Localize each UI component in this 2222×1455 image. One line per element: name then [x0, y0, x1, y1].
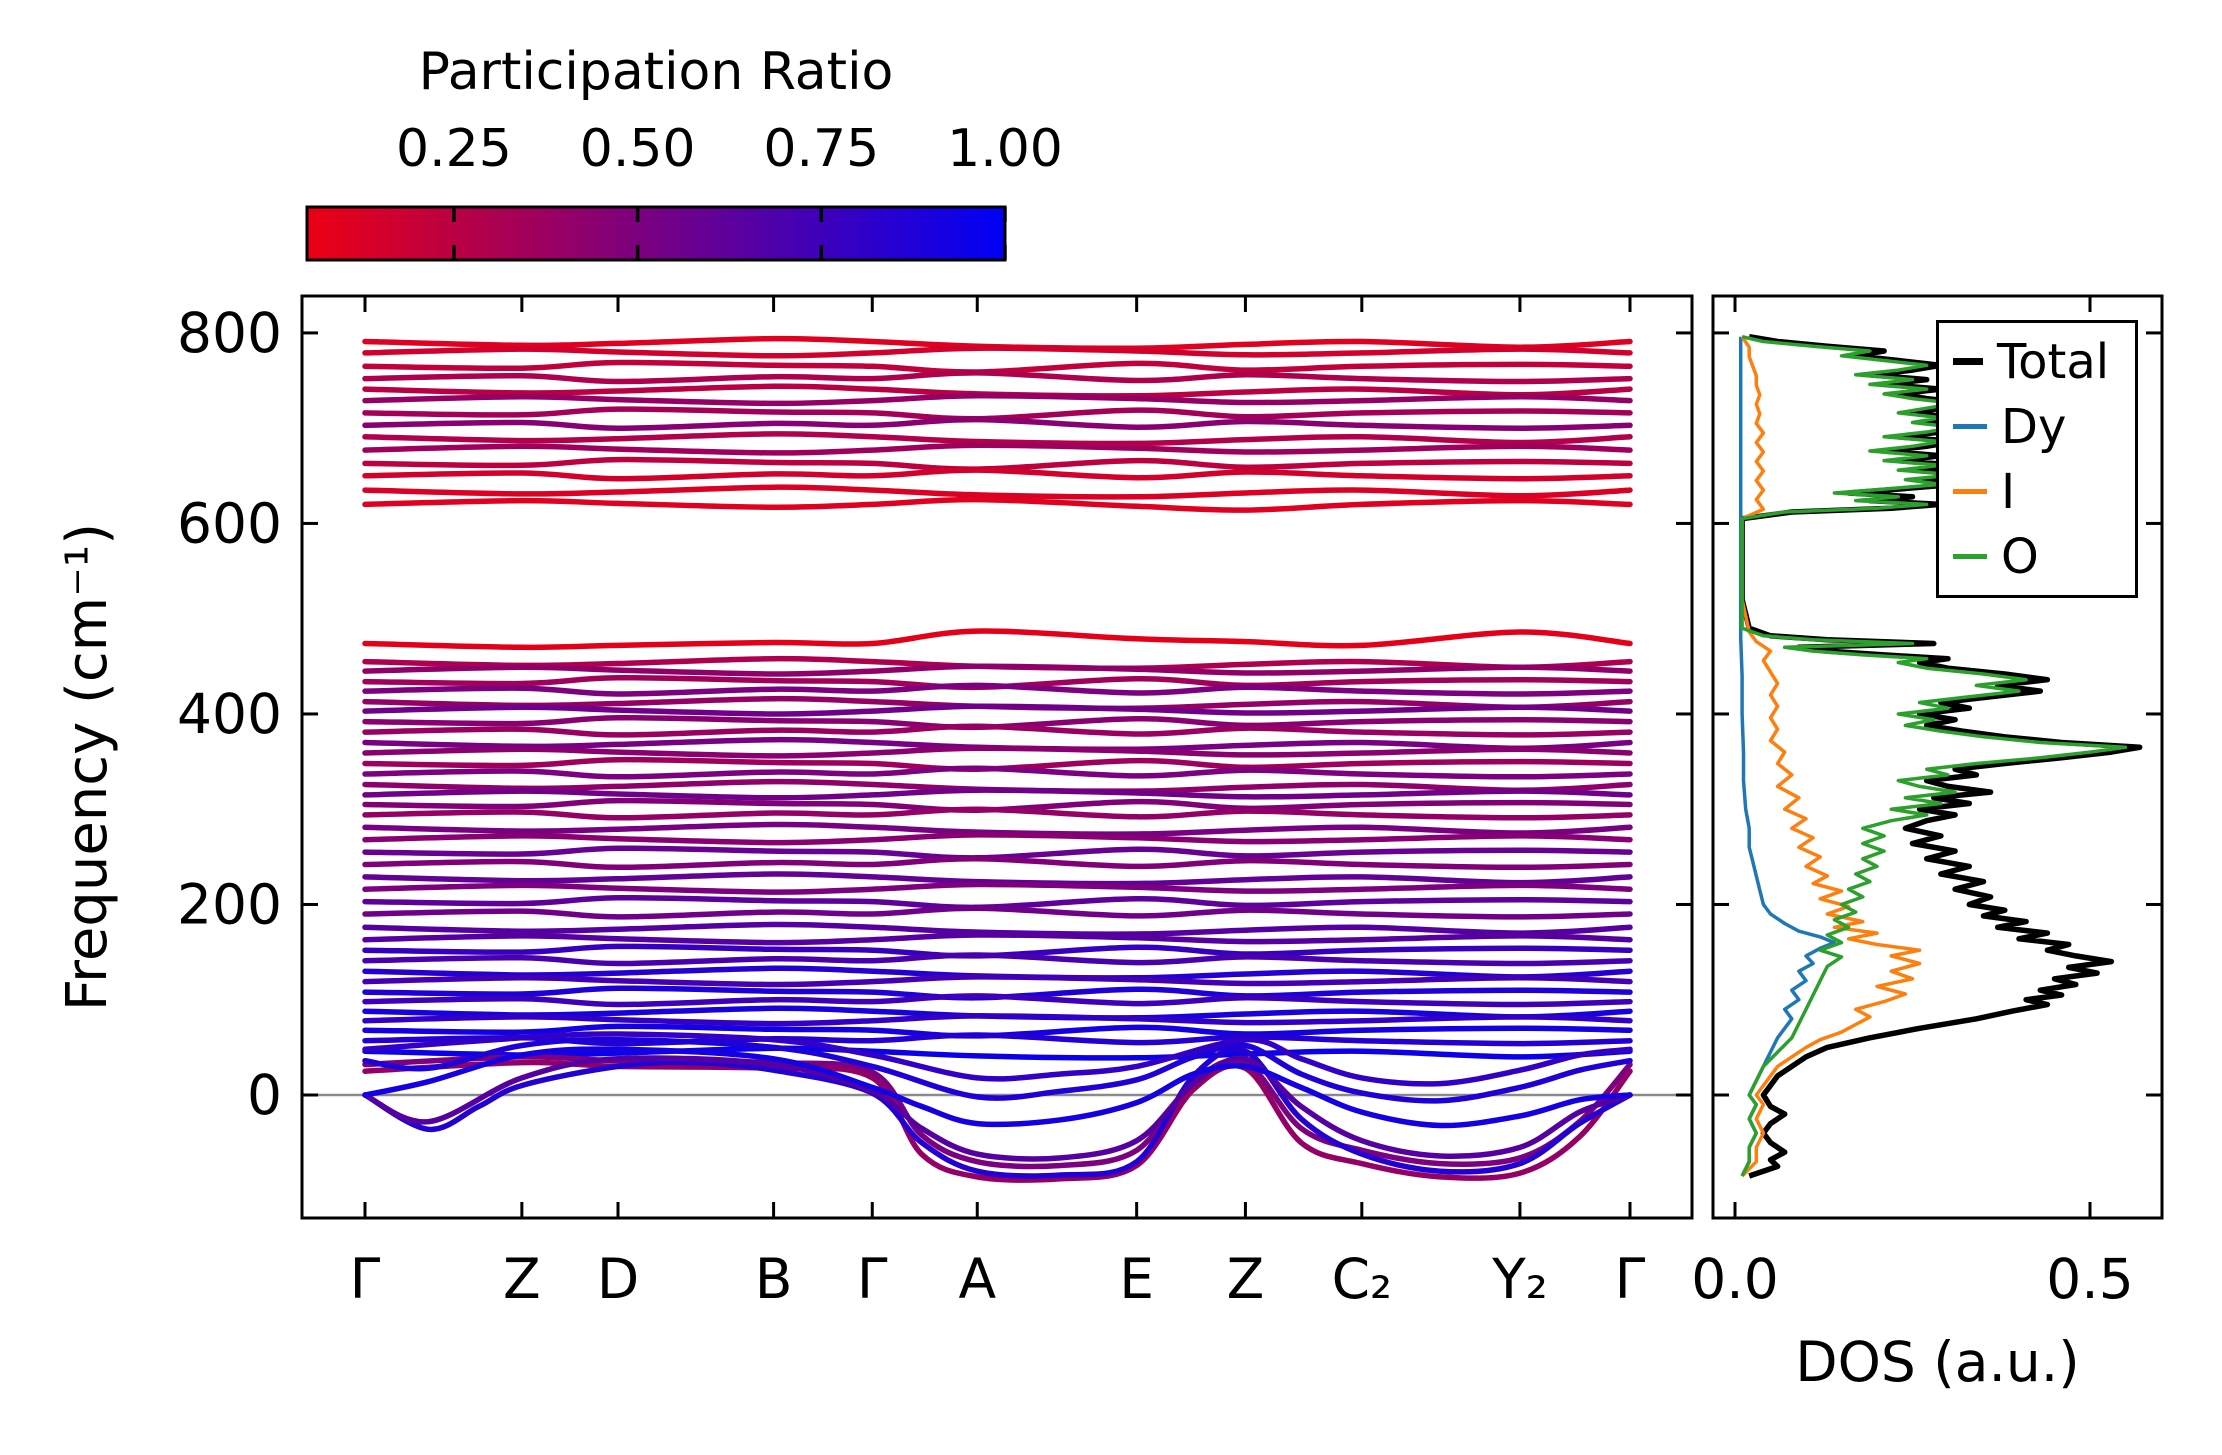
- phonon-band-line: [362, 1059, 1633, 1183]
- k-point-label: Γ: [857, 1247, 888, 1311]
- phonon-band-line: [362, 821, 1633, 837]
- y-tick-label: 600: [177, 491, 282, 555]
- phonon-band-line: [362, 467, 1633, 482]
- phonon-band-line: [362, 921, 1633, 937]
- dos-legend: Total Dy I O: [1936, 320, 2138, 598]
- legend-label-total: Total: [1997, 333, 2110, 390]
- phonon-band-line: [362, 628, 1633, 651]
- phonon-band-line: [362, 456, 1633, 472]
- phonon-band-line: [362, 1046, 1633, 1129]
- phonon-band-line: [362, 406, 1633, 422]
- phonon-band-line: [362, 1013, 1633, 1027]
- legend-entry-i: I: [1953, 468, 2135, 516]
- phonon-band-line: [362, 905, 1633, 920]
- k-point-label: A: [958, 1247, 996, 1311]
- phonon-band-line: [362, 832, 1633, 846]
- dos-x-axis-label: DOS (a.u.): [1795, 1330, 2080, 1394]
- band-y-axis-label: Frequency (cm⁻¹): [55, 522, 120, 1012]
- phonon-band-line: [362, 1055, 1633, 1162]
- phonon-band-line: [362, 393, 1633, 407]
- legend-label-i: I: [2001, 463, 2016, 520]
- phonon-band-line: [362, 871, 1633, 887]
- phonon-band-line: [362, 993, 1633, 1008]
- phonon-band-line: [362, 974, 1633, 988]
- colorbar-tick-label: 0.75: [763, 119, 879, 179]
- phonon-band-line: [362, 703, 1633, 717]
- phonon-band-line: [362, 1031, 1633, 1087]
- phonon-band-line: [362, 345, 1633, 359]
- phonon-band-line: [362, 370, 1633, 385]
- phonon-band-line: [362, 442, 1633, 456]
- legend-line-sample-dy: [1953, 424, 1987, 429]
- legend-line-sample-o: [1953, 554, 1987, 559]
- phonon-band-line: [362, 1036, 1633, 1104]
- phonon-band-line: [362, 1054, 1633, 1170]
- phonon-band-line: [362, 416, 1633, 431]
- phonon-band-line: [362, 845, 1633, 861]
- k-point-label: Y₂: [1491, 1247, 1548, 1311]
- k-point-label: C₂: [1332, 1247, 1392, 1311]
- y-tick-label: 0: [247, 1063, 282, 1127]
- phonon-band-line: [362, 856, 1633, 871]
- phonon-band-line: [362, 496, 1633, 513]
- y-tick-label: 200: [177, 872, 282, 936]
- k-point-label: Z: [503, 1247, 541, 1311]
- phonon-band-line: [362, 663, 1633, 677]
- legend-entry-total: Total: [1953, 338, 2135, 386]
- phonon-band-line: [362, 1045, 1633, 1061]
- k-point-label: Γ: [350, 1247, 381, 1311]
- k-point-label: D: [597, 1247, 639, 1311]
- y-tick-label: 400: [177, 682, 282, 746]
- colorbar-tick-label: 1.00: [947, 119, 1063, 179]
- phonon-band-line: [362, 894, 1633, 911]
- phonon-band-line: [362, 932, 1633, 946]
- colorbar: [305, 205, 1007, 262]
- phonon-band-line: [362, 359, 1633, 375]
- colorbar-tick-label: 0.50: [580, 119, 696, 179]
- band-panel-frame: [300, 294, 1694, 1220]
- colorbar-title: Participation Ratio: [418, 42, 894, 102]
- legend-label-dy: Dy: [2001, 398, 2067, 455]
- legend-label-o: O: [2001, 528, 2039, 585]
- legend-entry-dy: Dy: [1953, 403, 2135, 451]
- legend-line-sample-i: [1953, 489, 1987, 494]
- legend-entry-o: O: [1953, 533, 2135, 581]
- dos-x-tick-label: 0.0: [1691, 1247, 1778, 1311]
- colorbar-tick-label: 0.25: [396, 119, 512, 179]
- k-point-label: Z: [1227, 1247, 1265, 1311]
- k-point-label: Γ: [1615, 1247, 1646, 1311]
- phonon-band-line: [362, 484, 1633, 500]
- phonon-band-line: [362, 682, 1633, 697]
- phonon-band-line: [362, 1046, 1633, 1179]
- phonon-band-line: [362, 952, 1633, 967]
- phonon-band-line: [362, 881, 1633, 895]
- phonon-band-line: [362, 723, 1633, 738]
- phonon-band-line: [362, 787, 1633, 801]
- dos-x-tick-label: 0.5: [2046, 1247, 2133, 1311]
- phonon-band-line: [362, 765, 1633, 780]
- phonon-band-line: [362, 745, 1633, 759]
- legend-line-sample-total: [1953, 358, 1983, 365]
- phonon-band-line: [362, 806, 1633, 821]
- k-point-label: E: [1119, 1247, 1154, 1311]
- k-point-label: B: [755, 1247, 793, 1311]
- dos-curve-i: [1740, 335, 1922, 1178]
- dos-panel-frame: [1711, 294, 2164, 1220]
- y-tick-label: 800: [177, 301, 282, 365]
- phonon-band-line: [362, 431, 1633, 447]
